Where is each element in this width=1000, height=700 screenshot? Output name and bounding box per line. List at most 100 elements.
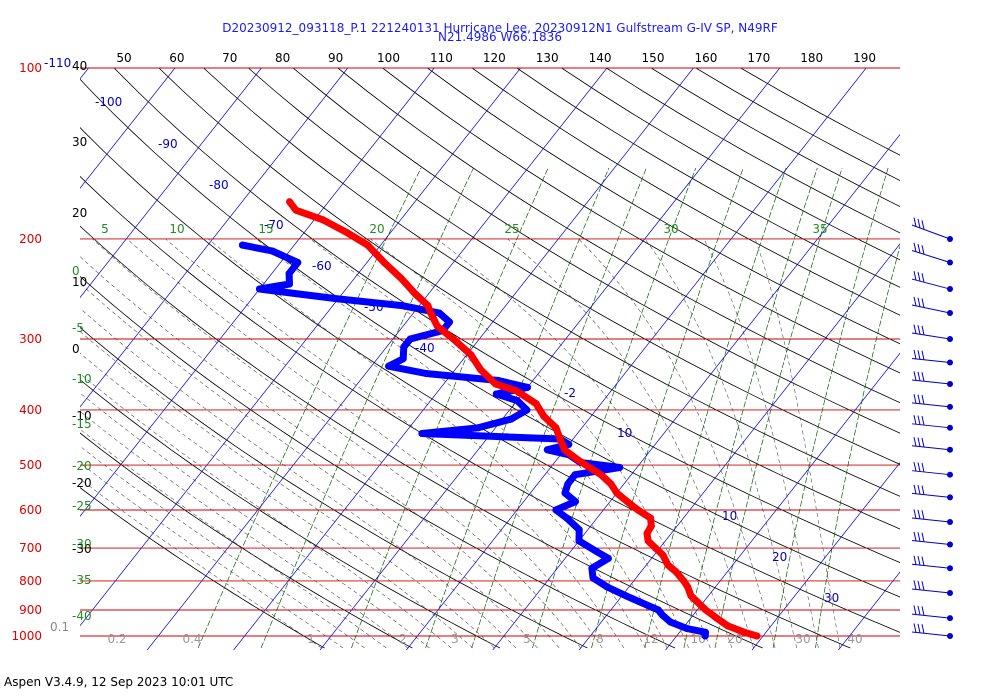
dry-adiabat-line — [203, 68, 900, 497]
isotherm-line — [146, 68, 608, 650]
temperature-point — [651, 544, 659, 552]
mixing-ratio-line — [591, 167, 744, 649]
mixing-ratio-line — [772, 167, 889, 649]
wind-barb-feather — [921, 350, 925, 360]
wind-barb-staff — [911, 492, 951, 498]
dewpoint-point — [406, 335, 414, 343]
wind-barb-feather — [917, 325, 921, 335]
wind-barb-staff — [911, 304, 951, 314]
wind-barb-feather — [913, 394, 917, 404]
top-scale-label: 70 — [222, 51, 237, 65]
left-green-label: -15 — [72, 417, 92, 431]
mixing-ratio-label: 20 — [369, 222, 384, 236]
left-green-label: 0 — [72, 264, 80, 278]
pressure-label: 100 — [19, 61, 42, 75]
temperature-point — [687, 592, 695, 600]
dewpoint-point — [659, 611, 667, 619]
temperature-point — [664, 561, 672, 569]
dewpoint-point — [616, 464, 624, 471]
wind-barb-feather — [917, 394, 921, 404]
top-scale-label: 160 — [694, 51, 717, 65]
temperature-point — [724, 622, 732, 630]
wind-barb-feather — [917, 272, 921, 282]
moist-adiabat-line — [754, 238, 841, 649]
dewpoint-point — [543, 446, 551, 454]
bottom-mixing-label: 0.4 — [182, 632, 201, 646]
dewpoint-point — [588, 564, 596, 572]
temperature-point — [647, 514, 655, 522]
top-scale-label: 120 — [483, 51, 506, 65]
temperature-point — [647, 522, 655, 530]
moist-adiabat-line — [80, 283, 538, 649]
wind-barb-feather — [921, 298, 925, 308]
temperature-point — [427, 309, 435, 317]
wind-barb-feather — [917, 350, 921, 360]
dry-adiabat-line — [80, 175, 851, 649]
isotherm-label: -60 — [312, 259, 332, 273]
wind-barb-staff — [911, 613, 951, 619]
left-green-label: -5 — [72, 321, 84, 335]
dewpoint-point — [552, 506, 560, 514]
temperature-point — [680, 577, 688, 585]
temperature-point — [319, 216, 327, 224]
top-scale-label: 180 — [800, 51, 823, 65]
wind-barb-feather — [917, 415, 921, 425]
top-scale-label: 130 — [536, 51, 559, 65]
left-scale-label: 40 — [72, 59, 87, 73]
bottom-mixing-label: 12 — [643, 632, 658, 646]
wind-barb-feather — [913, 415, 917, 425]
wind-barb-feather — [913, 324, 917, 334]
dry-adiabat-line — [158, 68, 900, 530]
temperature-point — [713, 614, 721, 622]
wind-barb-feather — [921, 532, 925, 542]
dewpoint-point — [604, 554, 612, 562]
dewpoint-point — [666, 618, 674, 626]
moist-adiabat-line — [92, 238, 581, 649]
left-scale-label: -30 — [72, 542, 92, 556]
left-green-label: -10 — [72, 372, 92, 386]
temperature-point — [433, 322, 441, 330]
top-scale-label: 150 — [642, 51, 665, 65]
left-scale-label: -10 — [72, 409, 92, 423]
dewpoint-point — [527, 434, 535, 442]
isotherm-line — [80, 68, 89, 80]
mixing-ratio-label: 25 — [504, 222, 519, 236]
temperature-point — [540, 412, 548, 420]
dry-adiabat-line — [80, 225, 763, 649]
pressure-label: 500 — [19, 458, 42, 472]
isotherm-label: 10 — [617, 426, 632, 440]
top-scale-label: 110 — [430, 51, 453, 65]
isotherm-label: -100 — [95, 95, 122, 109]
wind-barb-feather — [917, 605, 921, 616]
dry-adiabat-line — [80, 432, 413, 649]
isotherm-label: -80 — [209, 178, 229, 192]
temperature-point — [286, 198, 294, 206]
dewpoint-point — [575, 537, 583, 545]
wind-barb-staff — [911, 379, 951, 385]
dry-adiabat-line — [80, 78, 900, 598]
wind-barb-staff — [911, 539, 951, 545]
dewpoint-point — [492, 390, 500, 398]
wind-barb-staff — [911, 423, 951, 429]
pressure-label: 200 — [19, 232, 42, 246]
mixing-ratio-lines — [197, 167, 900, 649]
temperature-point — [364, 241, 372, 249]
isotherm-line — [233, 68, 694, 650]
dry-adiabat-line — [382, 68, 900, 374]
chart-title-line2: N21.4986 W66.1836 — [438, 30, 562, 44]
bottom-mixing-label: 20 — [727, 632, 742, 646]
temperature-point — [292, 206, 300, 214]
temperature-point — [532, 400, 540, 408]
wind-barb-staff — [911, 631, 951, 637]
wind-barb-feather — [913, 580, 917, 590]
dewpoint-point — [238, 241, 246, 249]
wind-barb-feather — [917, 371, 921, 381]
moist-adiabat-line — [80, 330, 495, 649]
wind-barb-feather — [917, 437, 921, 447]
wind-barb-feather — [913, 509, 917, 519]
wind-barb-staff — [911, 250, 951, 263]
dewpoint-point — [635, 598, 643, 606]
wind-barb-feather — [921, 245, 925, 255]
isotherm-line — [751, 462, 900, 650]
wind-barb-feather — [913, 437, 917, 447]
